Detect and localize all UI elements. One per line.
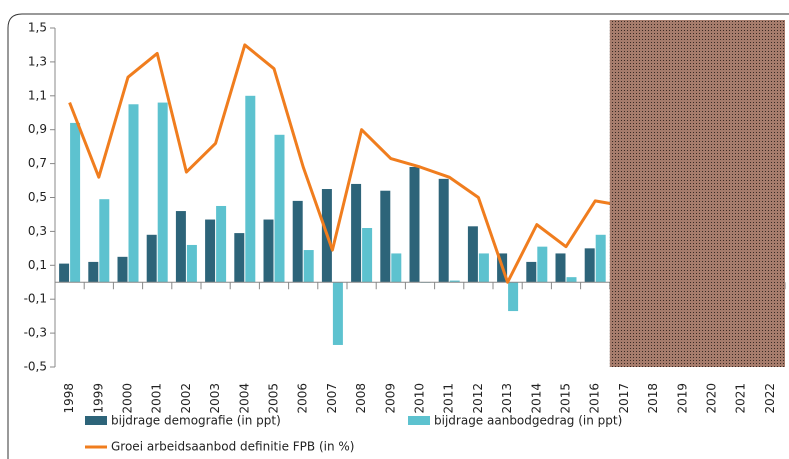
y-tick-label: -0,5 (24, 360, 47, 374)
bar (303, 250, 314, 283)
legend-swatch (408, 416, 430, 425)
legend-label: Groei arbeidsaanbod definitie FPB (in %) (111, 440, 354, 454)
bar (146, 234, 157, 283)
x-tick-label: 2002 (179, 383, 193, 414)
bar (117, 256, 128, 283)
x-tick-label: 2022 (763, 383, 777, 414)
bar (555, 253, 566, 283)
x-tick-label: 2019 (675, 383, 689, 414)
x-tick-label: 2001 (150, 383, 164, 414)
bar (409, 166, 420, 283)
bar (128, 104, 139, 283)
y-tick-label: 1,5 (28, 21, 47, 35)
bar (70, 122, 81, 283)
bar (332, 282, 343, 345)
bar (234, 233, 245, 283)
x-tick-label: 2006 (296, 383, 310, 414)
x-tick-label: 2008 (354, 383, 368, 414)
bar (584, 248, 595, 283)
x-tick-label: 2013 (500, 383, 514, 414)
bar (292, 200, 303, 283)
bar (566, 277, 577, 283)
bar (99, 199, 110, 283)
bar (362, 228, 373, 283)
y-tick-label: 0,1 (28, 258, 47, 272)
bar (274, 134, 285, 283)
bar (245, 95, 256, 283)
y-tick-label: 0,3 (28, 224, 47, 238)
legend-label: bijdrage demografie (in ppt) (111, 414, 281, 428)
y-tick-label: -0,1 (24, 292, 47, 306)
y-tick-label: 0,7 (28, 156, 47, 170)
x-tick-label: 2018 (646, 383, 660, 414)
x-tick-label: 2000 (121, 383, 135, 414)
bar (351, 183, 362, 283)
bar (449, 280, 460, 283)
line (68, 43, 625, 284)
x-tick-label: 2015 (559, 383, 573, 414)
x-tick-label: 2016 (588, 383, 602, 414)
bar (537, 246, 548, 283)
x-tick-label: 2020 (705, 383, 719, 414)
bar (595, 234, 606, 283)
bar (526, 261, 537, 283)
y-tick-label: -0,3 (24, 326, 47, 340)
bar (467, 226, 478, 283)
x-tick-label: 2005 (267, 383, 281, 414)
x-tick-label: 2012 (471, 383, 485, 414)
legend-swatch (85, 416, 107, 425)
bar (263, 219, 274, 283)
bar (216, 205, 227, 283)
x-tick-label: 1999 (91, 383, 105, 414)
y-tick-label: 0,5 (28, 190, 47, 204)
x-tick-label: 2004 (237, 383, 251, 414)
bar (88, 261, 99, 283)
x-tick-label: 2010 (413, 383, 427, 414)
bar (478, 253, 489, 283)
x-tick-label: 1998 (62, 383, 76, 414)
bar (508, 282, 519, 312)
bar (186, 244, 197, 283)
x-tick-label: 2009 (383, 383, 397, 414)
forecast-shading (609, 20, 785, 367)
legend-label: bijdrage aanbodgedrag (in ppt) (434, 414, 622, 428)
bar (205, 219, 216, 283)
x-tick-label: 2003 (208, 383, 222, 414)
bar (59, 263, 70, 283)
x-tick-label: 2011 (442, 383, 456, 414)
y-tick-label: 1,1 (28, 88, 47, 102)
y-tick-label: 1,3 (28, 54, 47, 68)
x-tick-label: 2014 (529, 383, 543, 414)
bar (438, 178, 449, 283)
x-tick-label: 2021 (734, 383, 748, 414)
y-tick-label: 0,9 (28, 122, 47, 136)
x-tick-label: 2017 (617, 383, 631, 414)
bar (157, 102, 168, 283)
x-tick-label: 2007 (325, 383, 339, 414)
bar (391, 253, 402, 283)
bar (380, 190, 391, 283)
bar (175, 211, 186, 283)
frame (7, 13, 789, 459)
